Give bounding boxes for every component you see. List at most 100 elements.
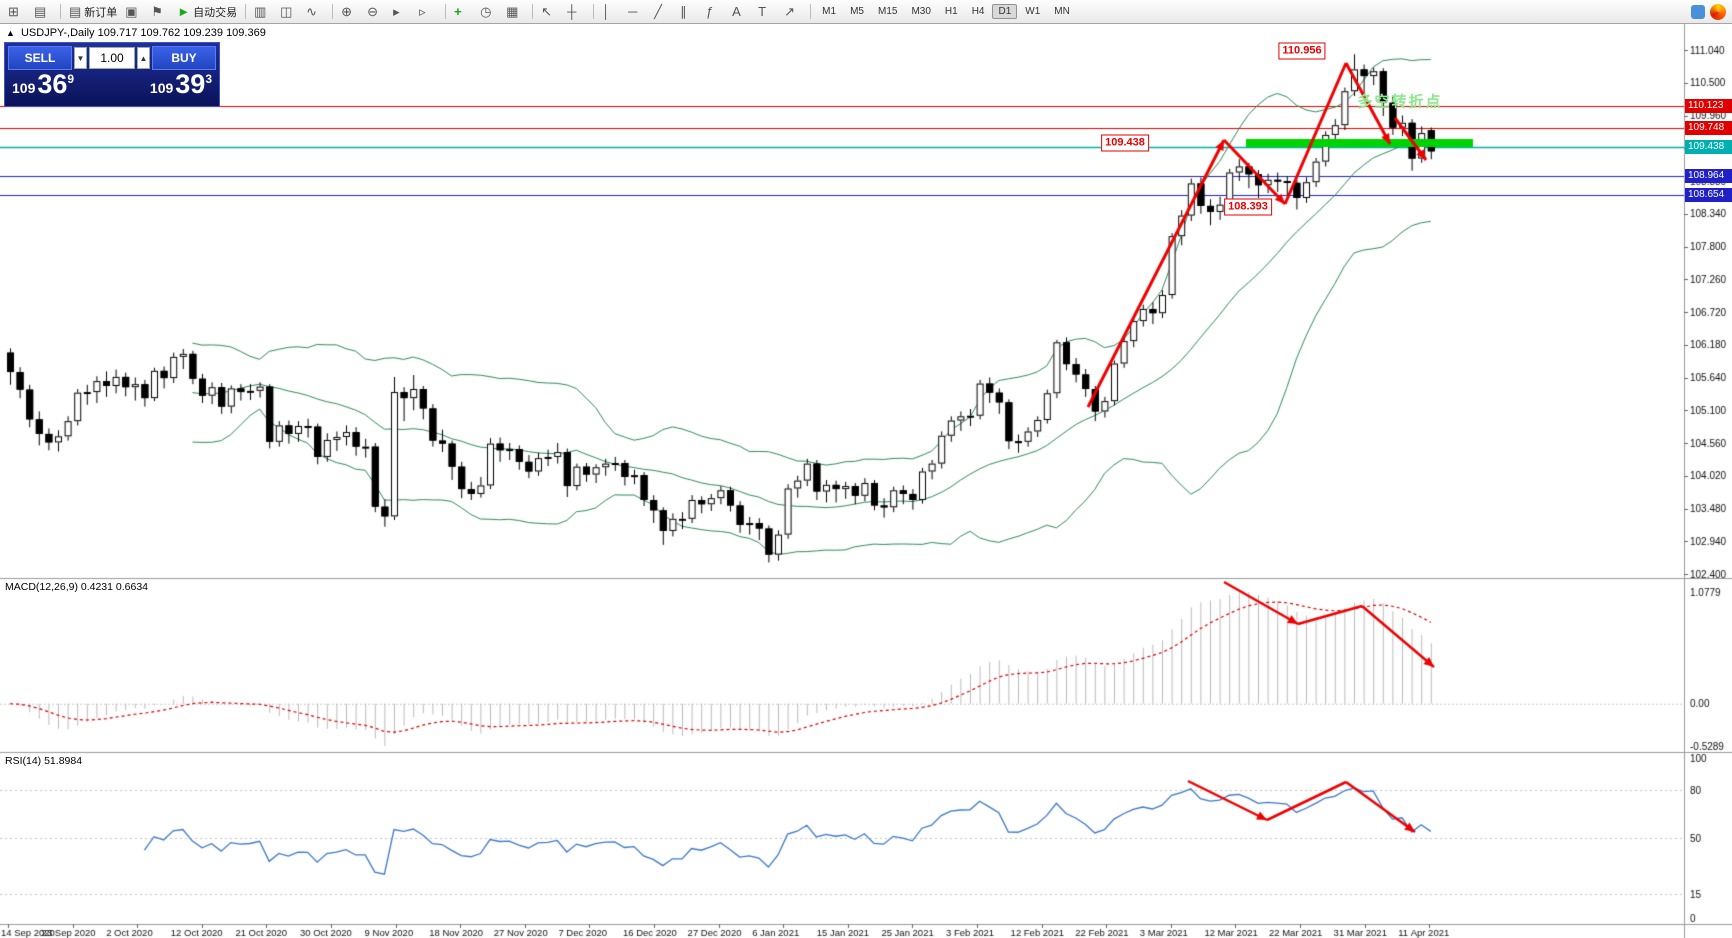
candlestick-chart-icon: ◫ [280,3,293,19]
toolbar-separator [332,4,334,19]
toolbar-separator [60,4,61,19]
toolbar-buttons: ⊞ ▤ ▤ 新订单 ▣ ⚑ ► 自动交易 ▥ ◫ ∿ ⊕ ⊖ ▸ ▹ + ◷ ▦ ↖ ┼ │ ─ ╱ ∥ ƒ A T ↗ [4,1,806,23]
cursor-button[interactable]: ↖ [537,1,563,23]
autotrading-button-label: 自动交易 [193,6,238,19]
timeframe-m5-button[interactable]: M5 [850,6,864,17]
timeframe-m1-button[interactable]: M1 [822,6,837,17]
autotrading-icon: ► [177,4,191,19]
price-tag: 108.964 [1685,168,1732,183]
arrows-button[interactable]: ↗ [780,1,806,23]
text-button[interactable]: A [728,1,754,23]
trendline-button[interactable]: ╱ [650,1,676,23]
volume-input[interactable]: 1.00 [89,47,135,69]
candlestick-chart-button[interactable]: ◫ [276,1,302,23]
bar-chart-icon: ▥ [254,3,267,19]
timeframe-h1-button[interactable]: H1 [944,6,958,17]
ask-price: 109 39 3 [149,69,212,99]
new-chart-icon: ⊞ [8,3,19,19]
toolbar-separator [593,4,595,19]
cursor-icon: ↖ [541,3,553,19]
chat-icon[interactable] [1691,4,1705,19]
line-chart-icon: ∿ [306,3,318,19]
auto-scroll-button[interactable]: ▸ [389,1,415,23]
horizontal-line-button[interactable]: ─ [624,1,650,23]
volume-increase-button[interactable]: ▲ [137,47,150,69]
main-toolbar: ⊞ ▤ ▤ 新订单 ▣ ⚑ ► 自动交易 ▥ ◫ ∿ ⊕ ⊖ ▸ ▹ + ◷ ▦ ↖ ┼ │ ─ ╱ ∥ ƒ A T ↗ M1 M5 M1… [0,0,1732,24]
timeframe-mn-button[interactable]: MN [1054,6,1070,17]
vertical-line-icon: │ [602,4,611,19]
chart-profiles-button[interactable]: ▤ [30,1,56,23]
new-order-button-label: 新订单 [84,6,118,19]
vertical-line-button[interactable]: │ [598,1,624,23]
timeframe-d1-button[interactable]: D1 [992,4,1018,19]
indicators-button[interactable]: + [450,1,476,23]
price-label-annotation[interactable]: 108.393 [1224,198,1272,216]
price-label-annotation[interactable]: 110.956 [1278,42,1326,60]
horizontal-line-icon: ─ [628,4,638,19]
zoom-out-icon: ⊖ [367,3,379,19]
autotrading-button[interactable]: ► 自动交易 [173,1,241,23]
toolbar-separator [532,4,534,19]
timeframe-m15-button[interactable]: M15 [877,6,898,17]
line-chart-button[interactable]: ∿ [302,1,328,23]
price-tag: 109.438 [1685,140,1732,155]
toolbar-right [1691,3,1728,20]
mql5-community-icon[interactable] [1710,3,1726,20]
chart-profiles-icon: ▤ [34,3,47,19]
terminal-button[interactable]: ▣ [121,1,147,23]
crosshair-icon: ┼ [567,4,577,19]
alerts-icon: ⚑ [151,3,163,19]
terminal-icon: ▣ [125,3,138,19]
sell-button[interactable]: SELL [8,46,72,70]
symbol-ohlc: 109.717 109.762 109.239 109.369 [97,27,266,39]
text-label-icon: T [758,4,767,19]
auto-scroll-icon: ▸ [393,3,400,19]
macd-indicator-header: MACD(12,26,9) 0.4231 0.6634 [5,581,149,593]
chart-shift-button[interactable]: ▹ [415,1,441,23]
templates-button[interactable]: ▦ [502,1,528,23]
buy-button[interactable]: BUY [152,46,216,70]
fibonacci-button[interactable]: ƒ [702,1,728,23]
chart-title: ▲ USDJPY-,Daily 109.717 109.762 109.239 … [6,27,266,39]
toolbar-separator [245,4,247,19]
crosshair-button[interactable]: ┼ [563,1,589,23]
arrows-icon: ↗ [784,3,796,19]
equidistant-channel-button[interactable]: ∥ [676,1,702,23]
price-up-icon: ▲ [6,28,15,38]
symbol-name: USDJPY-,Daily [20,27,95,39]
toolbar-separator [810,4,812,19]
spin-up-icon: ▲ [139,53,148,63]
timeframe-h4-button[interactable]: H4 [971,6,985,17]
price-tag: 110.123 [1685,98,1732,113]
trendline-icon: ╱ [654,3,662,19]
timeframe-toolbar: M1 M5 M15 M30 H1 H4 D1 W1 MN [815,4,1077,19]
fibonacci-icon: ƒ [706,4,714,19]
volume-decrease-button[interactable]: ▼ [74,47,87,69]
bar-chart-button[interactable]: ▥ [250,1,276,23]
bid-price: 109 36 9 [12,69,75,99]
turning-point-note[interactable]: 多空转折点 [1357,93,1443,111]
text-label-button[interactable]: T [754,1,780,23]
one-click-trading-panel: SELL ▼ 1.00 ▲ BUY 109 36 9 109 39 3 [4,42,220,107]
new-chart-button[interactable]: ⊞ [4,1,30,23]
periods-button[interactable]: ◷ [476,1,502,23]
timeframe-m30-button[interactable]: M30 [911,6,931,17]
price-tag: 108.654 [1685,187,1732,202]
periods-icon: ◷ [480,3,492,19]
spin-down-icon: ▼ [76,53,85,63]
new-order-icon: ▤ [69,3,82,19]
alerts-button[interactable]: ⚑ [147,1,173,23]
price-label-annotation[interactable]: 109.438 [1101,134,1149,152]
timeframe-w1-button[interactable]: W1 [1025,6,1041,17]
zoom-out-button[interactable]: ⊖ [363,1,389,23]
indicators-icon: + [454,4,462,19]
zoom-in-icon: ⊕ [341,3,353,19]
equidistant-channel-icon: ∥ [680,3,687,19]
chart-shift-icon: ▹ [419,3,426,19]
zoom-in-button[interactable]: ⊕ [337,1,363,23]
text-icon: A [732,4,741,19]
new-order-button[interactable]: ▤ 新订单 [65,1,121,23]
rsi-indicator-header: RSI(14) 51.8984 [5,755,83,767]
price-tag: 109.748 [1685,121,1732,136]
